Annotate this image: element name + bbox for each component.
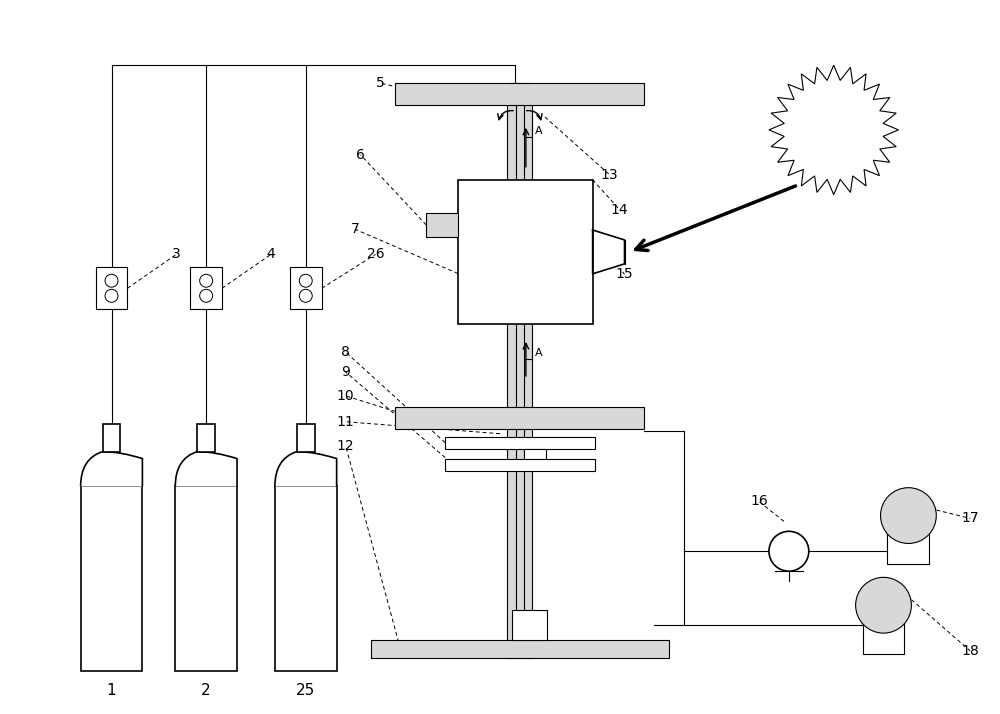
Text: 2: 2	[201, 683, 211, 698]
Text: 12: 12	[337, 438, 354, 453]
Text: 16: 16	[750, 494, 768, 508]
Text: 13: 13	[601, 168, 618, 181]
PathPatch shape	[275, 452, 337, 486]
Bar	[426, 213, 458, 238]
Text: 3: 3	[172, 247, 181, 261]
Text: 5: 5	[376, 76, 385, 90]
Bar	[395, 407, 644, 428]
Circle shape	[299, 289, 312, 302]
Text: 26: 26	[367, 247, 384, 261]
Circle shape	[105, 289, 118, 302]
Text: 8: 8	[341, 345, 350, 359]
Bar	[175, 486, 237, 670]
Text: 9: 9	[341, 365, 350, 379]
Text: 1: 1	[107, 683, 116, 698]
Text: 14: 14	[611, 203, 628, 216]
Bar	[507, 83, 532, 658]
Circle shape	[299, 274, 312, 287]
Circle shape	[105, 274, 118, 287]
Bar	[887, 533, 929, 564]
Bar	[445, 458, 595, 471]
Bar	[524, 448, 546, 466]
Text: 7: 7	[351, 223, 360, 236]
Text: 15: 15	[616, 267, 633, 281]
Bar	[458, 180, 593, 324]
Text: 25: 25	[296, 683, 315, 698]
Circle shape	[200, 274, 213, 287]
Text: A: A	[535, 348, 542, 358]
PathPatch shape	[81, 452, 142, 486]
Text: 18: 18	[961, 644, 979, 658]
Bar	[275, 486, 337, 670]
Circle shape	[881, 488, 936, 543]
Bar	[863, 622, 904, 654]
Circle shape	[769, 531, 809, 571]
Text: 10: 10	[337, 389, 354, 403]
Text: 4: 4	[267, 247, 275, 261]
Bar	[395, 83, 644, 105]
Text: 11: 11	[337, 415, 354, 428]
Text: 17: 17	[961, 511, 979, 526]
Bar	[290, 267, 322, 309]
Text: A: A	[535, 126, 542, 136]
Bar	[197, 423, 215, 452]
Bar	[512, 610, 547, 640]
Bar	[81, 486, 142, 670]
Circle shape	[856, 578, 911, 633]
Text: 6: 6	[356, 148, 365, 162]
Bar	[190, 267, 222, 309]
Bar	[103, 423, 120, 452]
Bar	[445, 437, 595, 448]
Bar	[371, 640, 669, 658]
Bar	[96, 267, 127, 309]
Bar	[297, 423, 315, 452]
Polygon shape	[769, 65, 898, 195]
PathPatch shape	[175, 452, 237, 486]
Circle shape	[200, 289, 213, 302]
